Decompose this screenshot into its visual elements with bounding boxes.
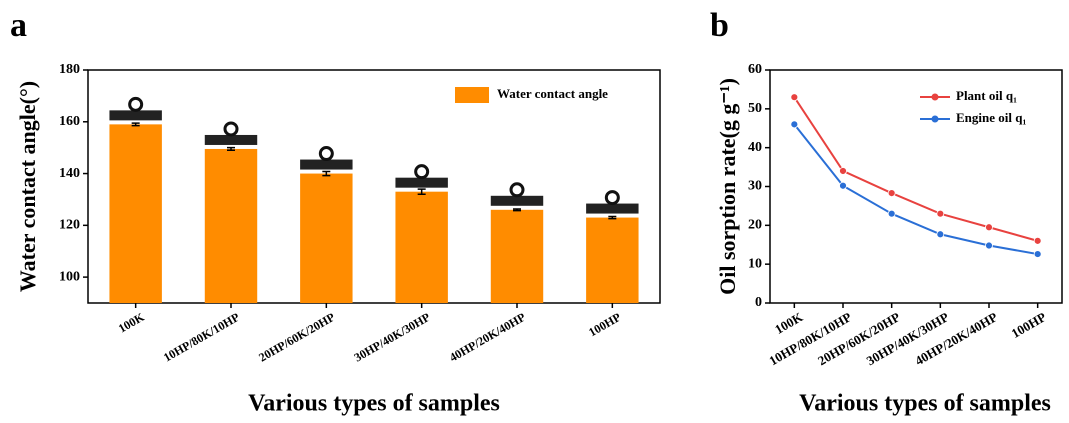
marker xyxy=(985,223,993,232)
legend-label: Plant oil q₁ xyxy=(956,88,1017,103)
x-axis-label: Various types of samples xyxy=(248,391,500,417)
marker xyxy=(790,120,799,129)
y-tick-label: 180 xyxy=(59,62,80,77)
droplet-image xyxy=(395,177,448,188)
y-tick-label: 140 xyxy=(59,166,80,181)
line xyxy=(793,96,1038,242)
marker xyxy=(936,209,945,218)
legend-marker xyxy=(931,93,939,101)
marker xyxy=(1033,236,1042,245)
y-tick-label: 160 xyxy=(59,114,80,129)
x-tick-label: 20HP/60K/20HP xyxy=(815,309,903,368)
droplet xyxy=(223,121,239,137)
droplet xyxy=(414,164,430,180)
marker xyxy=(887,189,896,198)
y-tick-label: 50 xyxy=(748,101,762,116)
y-tick-label: 40 xyxy=(748,140,762,155)
x-tick-label: 30HP/40K/30HP xyxy=(352,310,433,365)
droplet-image xyxy=(490,195,544,206)
bar xyxy=(586,217,639,303)
x-tick-label: 20HP/60K/20HP xyxy=(256,310,337,365)
droplet-image xyxy=(109,110,162,121)
marker xyxy=(790,93,799,102)
legend-label: Engine oil q₁ xyxy=(956,110,1026,125)
y-tick-label: 10 xyxy=(748,256,762,271)
x-axis-label: Various types of samples xyxy=(799,391,1051,417)
bar xyxy=(395,191,448,303)
marker xyxy=(839,167,847,175)
x-tick-label: 100K xyxy=(116,310,147,336)
y-tick-label: 120 xyxy=(59,218,80,233)
legend-label: Water contact angle xyxy=(497,86,608,101)
y-tick-label: 60 xyxy=(748,62,762,77)
plot-frame xyxy=(87,69,661,304)
error-bar xyxy=(322,170,331,177)
marker xyxy=(1033,250,1042,258)
y-tick-label: 100 xyxy=(59,269,80,284)
droplet-image xyxy=(300,159,353,170)
marker xyxy=(839,181,847,190)
droplet-image xyxy=(204,134,258,145)
y-tick-label: 20 xyxy=(748,218,762,233)
error-bar xyxy=(417,188,426,196)
error-bar xyxy=(227,146,235,152)
y-axis-label: Water contact angle(°) xyxy=(15,81,40,292)
error-bar xyxy=(608,215,617,220)
x-tick-label: 40HP/20K/40HP xyxy=(912,309,1000,368)
error-bar xyxy=(513,208,521,212)
bar xyxy=(300,173,353,303)
legend-marker xyxy=(931,115,939,123)
y-tick-label: 0 xyxy=(755,295,762,310)
bar xyxy=(109,124,162,303)
x-tick-label: 100HP xyxy=(586,310,623,339)
line xyxy=(793,123,1038,256)
marker xyxy=(936,230,945,239)
droplet xyxy=(318,146,334,162)
x-tick-label: 100HP xyxy=(1009,309,1049,341)
panel-label: b xyxy=(710,7,729,44)
x-tick-label: 10HP/80K/10HP xyxy=(161,310,242,365)
bar xyxy=(490,209,544,303)
y-tick-label: 30 xyxy=(748,179,762,194)
panel-label: a xyxy=(10,7,27,44)
droplet xyxy=(604,190,620,206)
error-bar xyxy=(131,122,140,127)
droplet xyxy=(509,182,525,198)
droplet-image xyxy=(586,203,639,214)
droplet xyxy=(128,96,144,112)
plot-frame xyxy=(769,69,1063,304)
x-tick-label: 30HP/40K/30HP xyxy=(864,309,952,368)
x-tick-label: 40HP/20K/40HP xyxy=(447,310,528,365)
x-tick-label: 10HP/80K/10HP xyxy=(766,309,854,368)
bar xyxy=(204,148,258,303)
x-tick-label: 100K xyxy=(772,309,806,337)
marker xyxy=(887,209,896,218)
y-axis-label: Oil sorption rate(g g⁻¹) xyxy=(715,78,740,295)
marker xyxy=(985,241,993,250)
legend-swatch xyxy=(455,87,489,103)
